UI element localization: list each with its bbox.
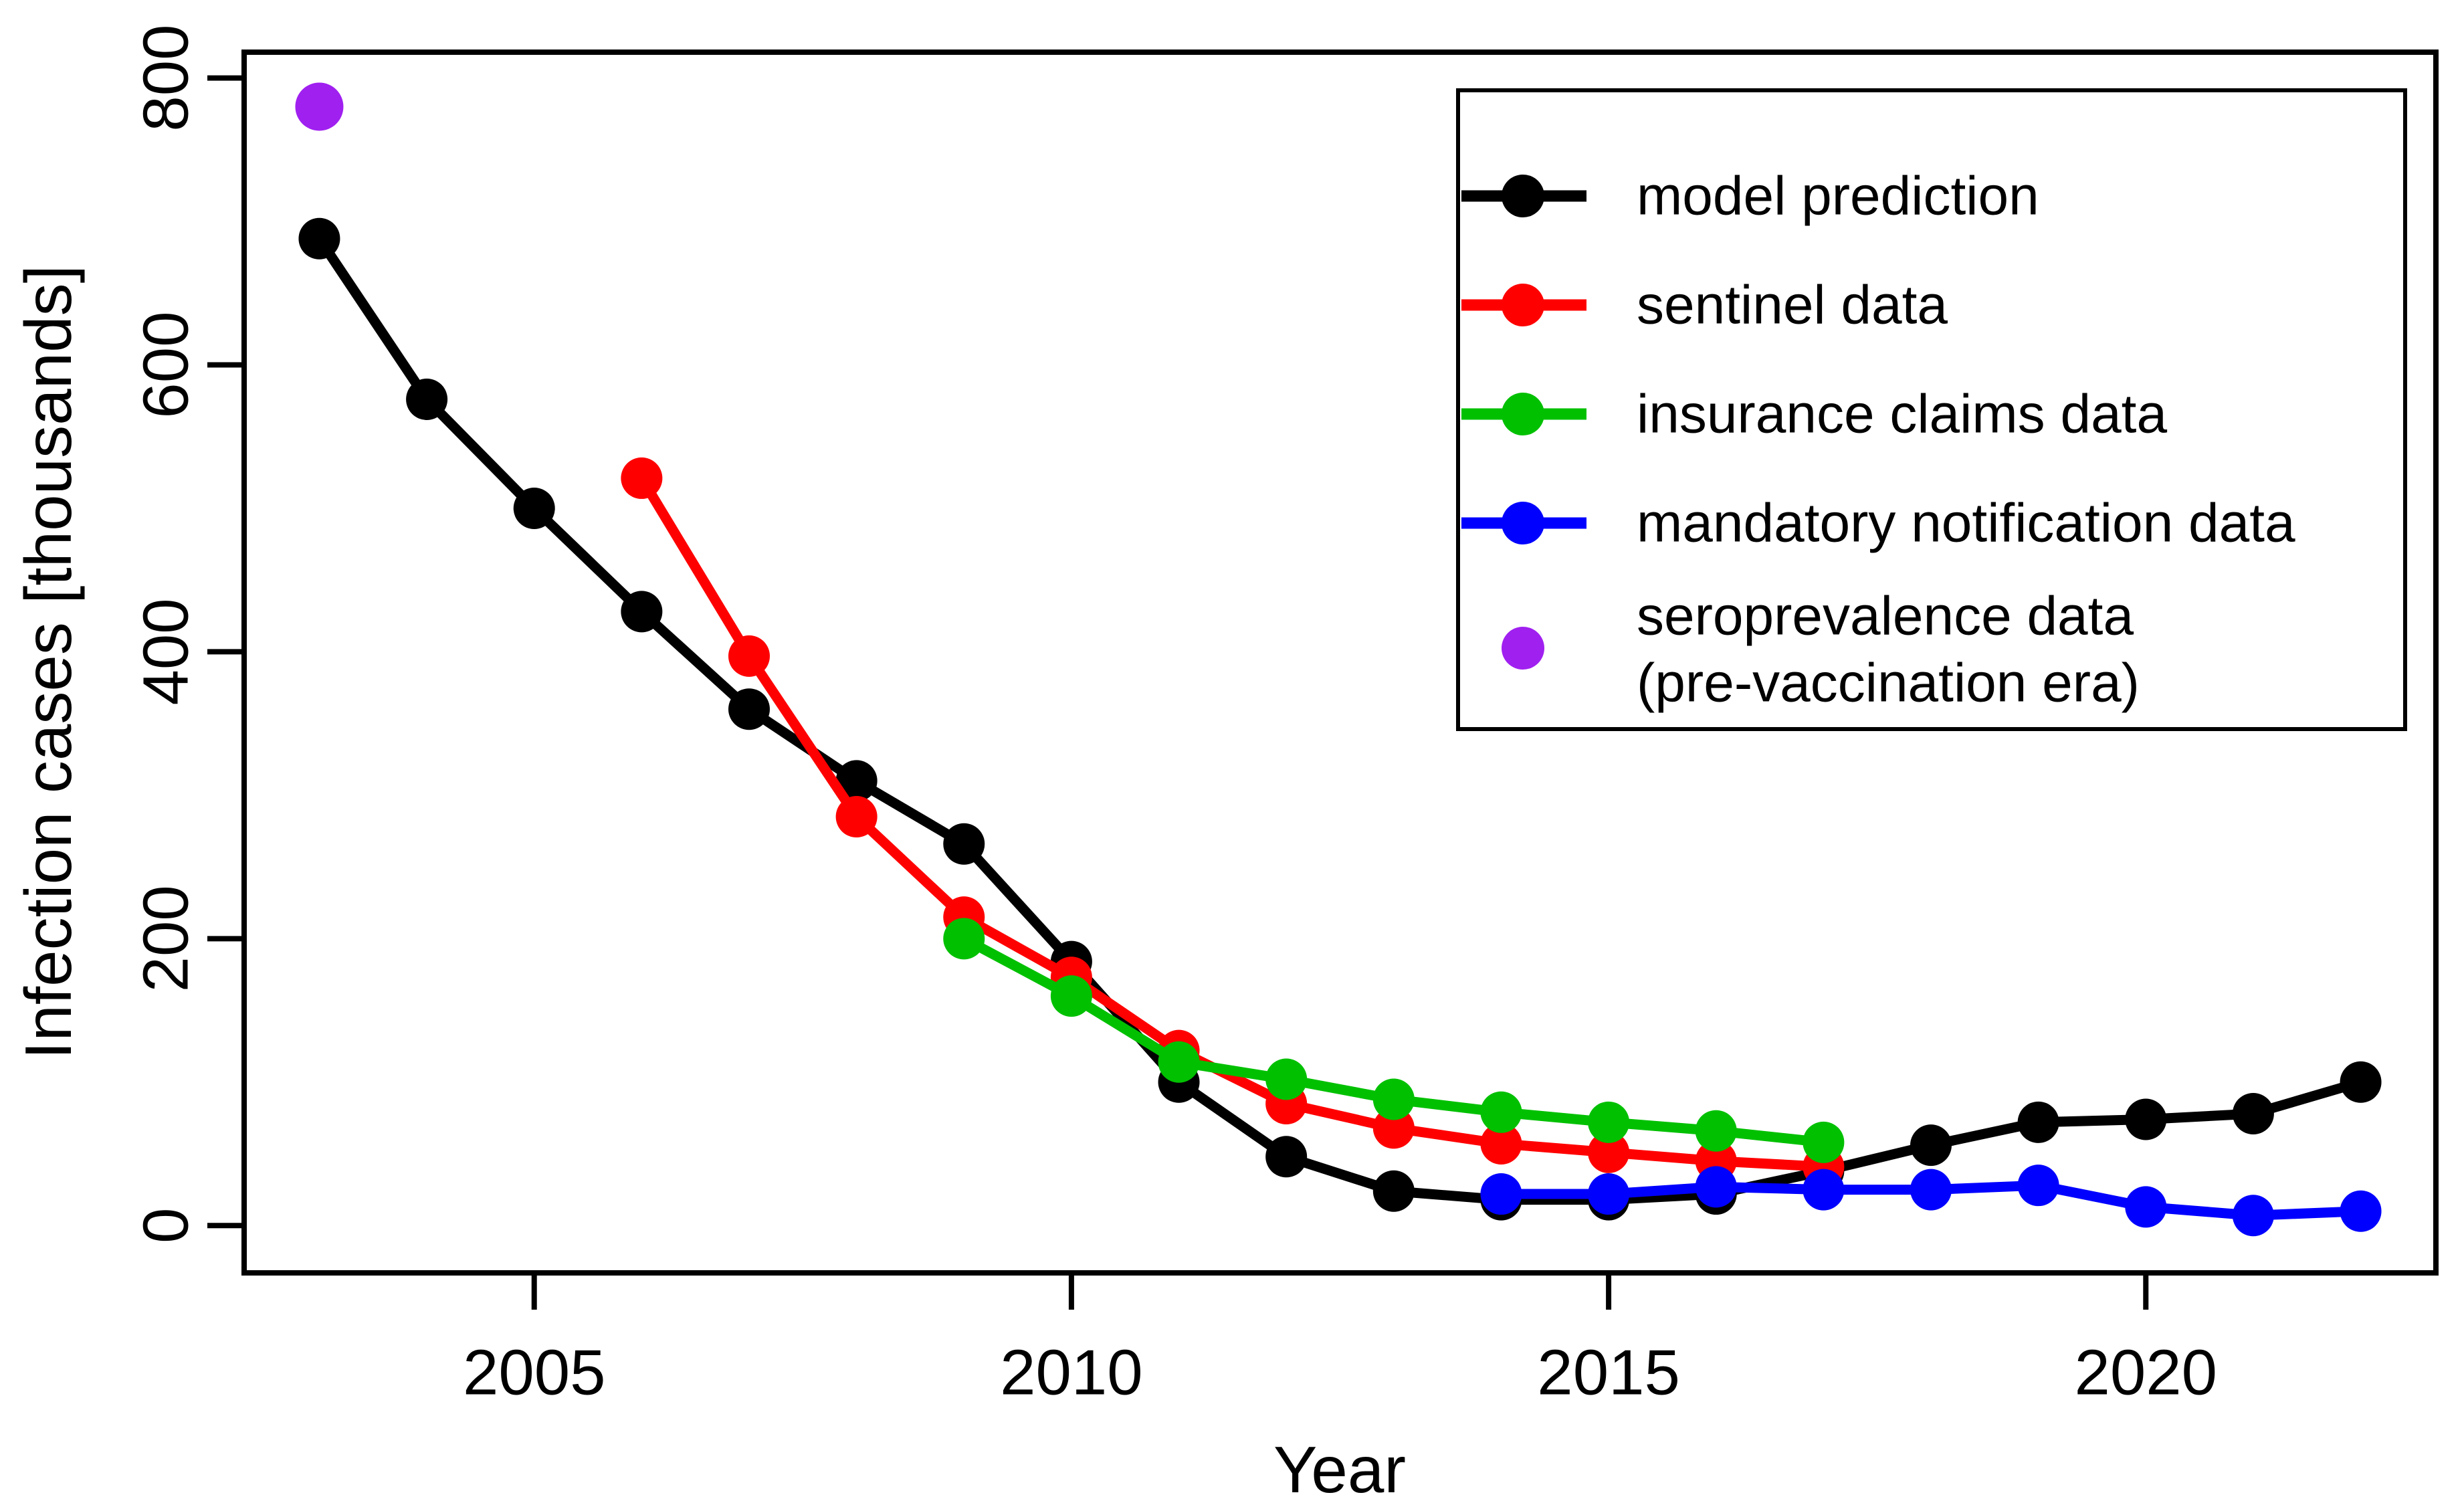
series-model-prediction-point — [513, 487, 555, 529]
series-model-prediction-point — [1265, 1136, 1308, 1178]
series-mandatory-notification-data-point — [1695, 1166, 1737, 1208]
legend-marker-dot-model-prediction-icon — [1502, 175, 1544, 217]
series-model-prediction-point — [835, 760, 878, 802]
x-tick-label: 2005 — [463, 1337, 606, 1409]
series-insurance-claims-data-point — [1050, 975, 1092, 1017]
series-insurance-claims-data-point — [1588, 1101, 1630, 1143]
legend-item-label: (pre-vaccination era) — [1637, 653, 2140, 714]
x-tick-label: 2010 — [1000, 1337, 1143, 1409]
series-insurance-claims-data-point — [1265, 1058, 1308, 1100]
series-insurance-claims-data-point — [1480, 1091, 1522, 1133]
x-axis-title: Year — [1273, 1433, 1406, 1506]
series-mandatory-notification-data-point — [1803, 1169, 1845, 1211]
legend-item-label: model prediction — [1637, 166, 2039, 227]
series-seroprevalence-data-pre-vaccination-era-point — [295, 82, 344, 131]
legend-box — [1456, 88, 2407, 731]
legend-marker-dot-insurance-claims-data-icon — [1502, 393, 1544, 435]
y-tick-label: 200 — [130, 885, 202, 992]
y-axis-title: Infection cases [thousands] — [11, 265, 85, 1060]
series-model-prediction-point — [1910, 1124, 1952, 1167]
series-sentinel-data-point — [1588, 1131, 1630, 1173]
series-sentinel-data-point — [728, 635, 770, 677]
series-sentinel-data-point — [835, 796, 878, 838]
legend-item-label: insurance claims data — [1637, 384, 2167, 445]
x-tick-label: 2020 — [2074, 1337, 2217, 1409]
series-mandatory-notification-data-point — [2232, 1195, 2274, 1237]
series-sentinel-data-point — [1480, 1122, 1522, 1165]
series-model-prediction-point — [298, 217, 340, 260]
series-mandatory-notification-data-point — [2340, 1190, 2382, 1232]
y-tick-label: 600 — [130, 311, 202, 418]
legend-item-label: seroprevalence data — [1637, 586, 2134, 647]
series-model-prediction-point — [2232, 1092, 2274, 1134]
plot-border — [241, 49, 2439, 1276]
series-model-prediction-point — [2125, 1098, 2167, 1140]
legend-marker-dot-sentinel-data-icon — [1502, 284, 1544, 326]
series-insurance-claims-data-point — [1372, 1078, 1415, 1120]
x-tick-label: 2015 — [1537, 1337, 1680, 1409]
y-tick-label: 400 — [130, 598, 202, 705]
series-mandatory-notification-data-point — [1910, 1169, 1952, 1211]
series-model-prediction-point — [943, 823, 985, 865]
series-mandatory-notification-data-point — [2125, 1186, 2167, 1228]
series-model-prediction-point — [406, 378, 448, 420]
legend-item-label: sentinel data — [1637, 275, 1948, 336]
series-model-prediction-point — [2340, 1061, 2382, 1103]
series-model-prediction-point — [728, 688, 770, 730]
y-tick-label: 0 — [130, 1208, 202, 1243]
series-mandatory-notification-data-point — [1588, 1173, 1630, 1215]
y-tick-label: 800 — [130, 25, 202, 132]
series-insurance-claims-data-point — [1158, 1041, 1200, 1083]
series-model-prediction-point — [1372, 1170, 1415, 1212]
legend-marker-dot-mandatory-notification-data-icon — [1502, 502, 1544, 544]
series-mandatory-notification-data-point — [2017, 1165, 2059, 1207]
legend-marker-dot-seroprevalence-data-icon — [1502, 627, 1544, 670]
legend-item-label: mandatory notification data — [1637, 493, 2295, 554]
series-insurance-claims-data-point — [1695, 1110, 1737, 1152]
series-sentinel-data-point — [621, 457, 663, 499]
series-model-prediction-point — [2017, 1101, 2059, 1143]
series-insurance-claims-data-point — [1803, 1121, 1845, 1163]
series-insurance-claims-data-point — [943, 918, 985, 960]
series-model-prediction-point — [621, 591, 663, 633]
series-mandatory-notification-data-point — [1480, 1173, 1522, 1215]
series-sentinel-data-point — [1372, 1107, 1415, 1149]
